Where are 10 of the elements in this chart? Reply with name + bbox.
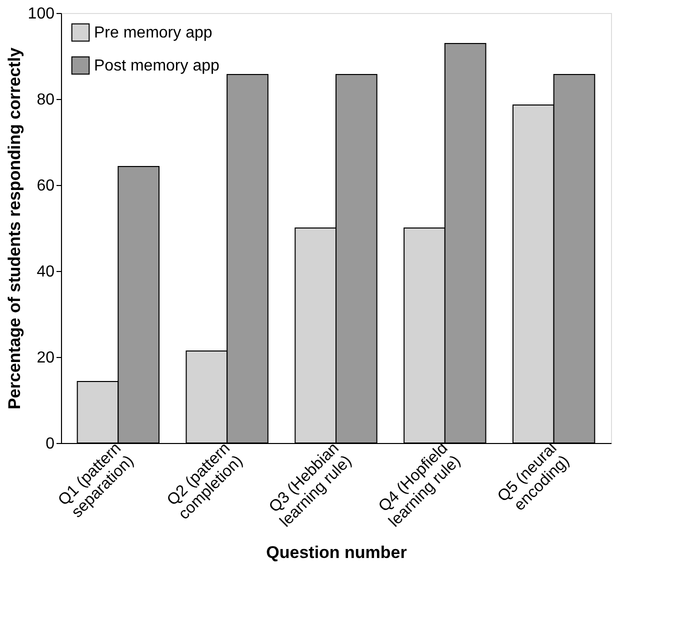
legend-label: Pre memory app <box>94 24 212 42</box>
y-axis-title: Percentage of students responding correctly <box>4 47 24 410</box>
y-tick-label: 0 <box>46 436 55 452</box>
x-axis-title: Question number <box>266 542 408 562</box>
legend-label: Post memory app <box>94 58 220 74</box>
y-tick-label: 40 <box>36 264 55 280</box>
y-tick-label: 80 <box>36 92 55 108</box>
y-tick-label: 60 <box>36 178 55 194</box>
y-tick-label: 100 <box>28 6 55 22</box>
y-tick-label: 20 <box>36 350 55 366</box>
